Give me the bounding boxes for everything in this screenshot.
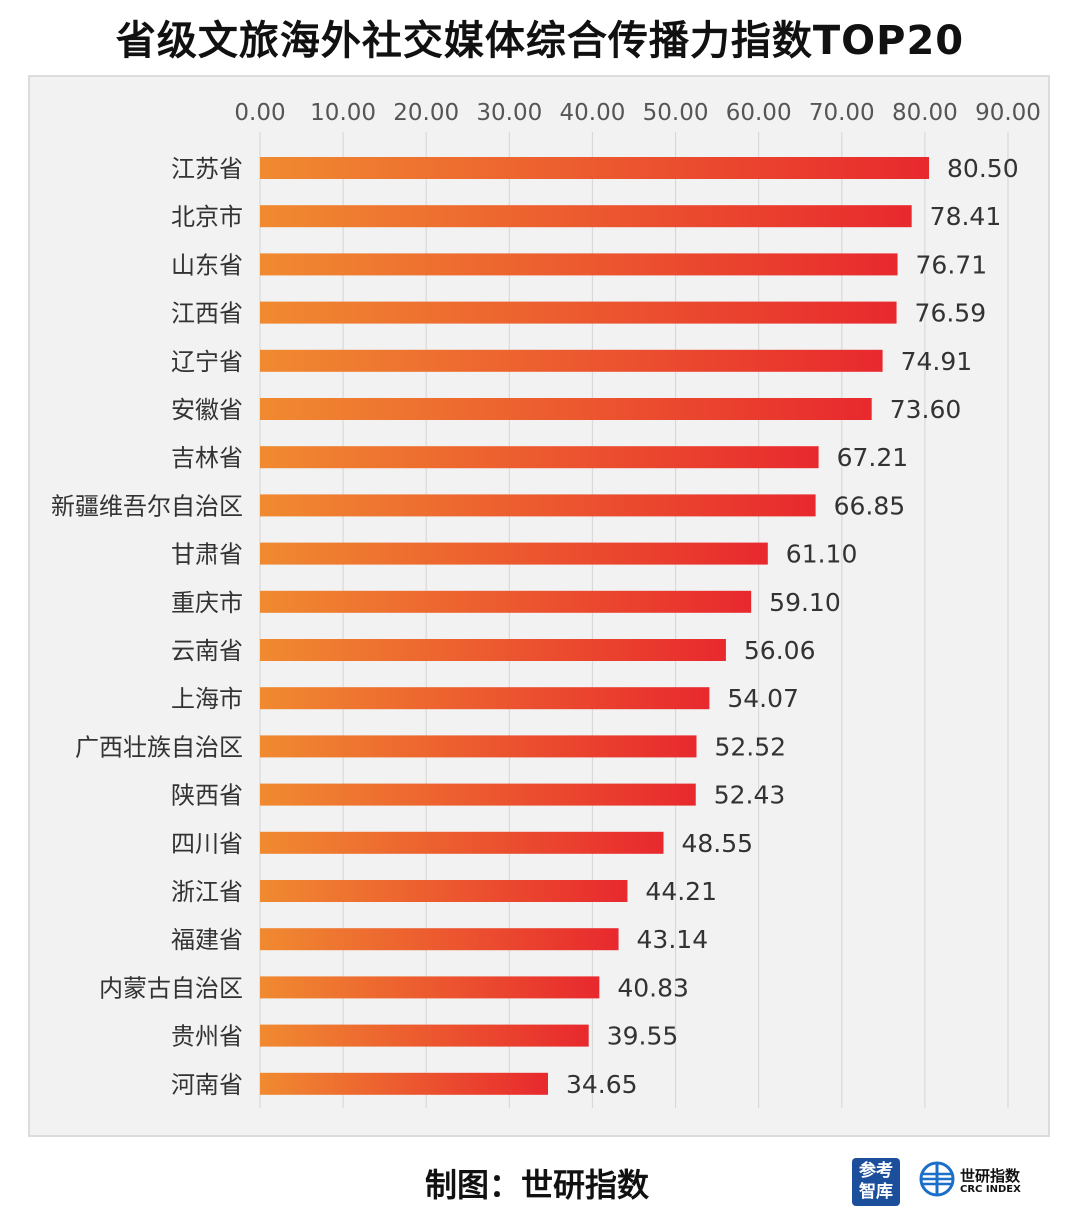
bar: [260, 157, 930, 179]
category-label: 安徽省: [171, 396, 243, 424]
data-label: 76.71: [916, 250, 988, 279]
data-label: 44.21: [645, 877, 717, 906]
data-label: 34.65: [566, 1070, 638, 1099]
bar: [260, 976, 600, 999]
x-tick-label: 0.00: [234, 100, 285, 126]
x-tick-label: 10.00: [310, 100, 376, 126]
category-label: 重庆市: [171, 589, 243, 617]
x-tick-label: 50.00: [643, 100, 709, 126]
data-label: 52.43: [714, 781, 786, 810]
bar: [260, 253, 898, 276]
category-label: 内蒙古自治区: [99, 974, 243, 1002]
category-label: 河南省: [171, 1071, 243, 1099]
crc-logo-cn: 世研指数: [960, 1167, 1021, 1185]
data-label: 67.21: [837, 443, 909, 472]
data-label: 61.10: [786, 540, 858, 569]
bar: [260, 880, 628, 902]
data-label: 52.52: [714, 732, 786, 761]
cankao-logo: 参考智库: [852, 1158, 900, 1206]
data-label: 56.06: [744, 636, 816, 665]
category-label: 江苏省: [171, 155, 243, 183]
category-label: 辽宁省: [171, 348, 243, 376]
data-label: 73.60: [890, 395, 962, 424]
bar: [260, 783, 696, 806]
x-tick-label: 90.00: [975, 100, 1041, 126]
category-label: 贵州省: [171, 1023, 243, 1051]
data-label: 59.10: [769, 588, 841, 617]
crc-logo-en: CRC INDEX: [960, 1184, 1021, 1195]
bar: [260, 205, 912, 228]
bar: [260, 735, 697, 758]
x-tick-label: 20.00: [393, 100, 459, 126]
bar: [260, 1072, 548, 1095]
bar: [260, 831, 664, 854]
category-label: 北京市: [171, 203, 243, 231]
category-label: 山东省: [171, 251, 243, 279]
category-label: 吉林省: [171, 444, 243, 472]
data-label: 39.55: [607, 1022, 679, 1051]
chart-credit: 制图：世研指数: [425, 1166, 650, 1204]
bar: [260, 398, 872, 420]
globe-icon: [919, 1161, 955, 1197]
x-tick-label: 30.00: [476, 100, 542, 126]
category-label: 云南省: [171, 637, 243, 665]
data-label: 43.14: [637, 925, 709, 954]
data-label: 80.50: [947, 154, 1019, 183]
bar: [260, 301, 897, 324]
category-label: 广西壮族自治区: [75, 733, 243, 761]
category-label: 江西省: [171, 300, 243, 328]
x-tick-label: 80.00: [892, 100, 958, 126]
x-tick-label: 40.00: [560, 100, 626, 126]
bar: [260, 494, 816, 517]
category-label: 四川省: [171, 830, 243, 858]
data-label: 76.59: [915, 299, 987, 328]
category-label: 上海市: [171, 685, 243, 713]
bar: [260, 446, 819, 469]
chart-title: 省级文旅海外社交媒体综合传播力指数TOP20: [115, 18, 965, 64]
category-label: 浙江省: [171, 878, 243, 906]
bar: [260, 1024, 589, 1047]
bar: [260, 687, 710, 710]
bar: [260, 349, 883, 372]
data-label: 54.07: [727, 684, 799, 713]
category-label: 福建省: [171, 926, 243, 954]
bar: [260, 590, 752, 613]
category-label: 甘肃省: [171, 541, 243, 569]
x-tick-label: 60.00: [726, 100, 792, 126]
category-label: 陕西省: [171, 782, 243, 810]
bar: [260, 542, 768, 565]
bar: [260, 928, 619, 951]
data-label: 74.91: [901, 347, 973, 376]
bar: [260, 639, 726, 661]
category-label: 新疆维吾尔自治区: [51, 492, 243, 520]
data-label: 78.41: [930, 202, 1002, 231]
x-tick-label: 70.00: [809, 100, 875, 126]
data-label: 66.85: [834, 491, 906, 520]
data-label: 40.83: [617, 973, 689, 1002]
data-label: 48.55: [682, 829, 754, 858]
